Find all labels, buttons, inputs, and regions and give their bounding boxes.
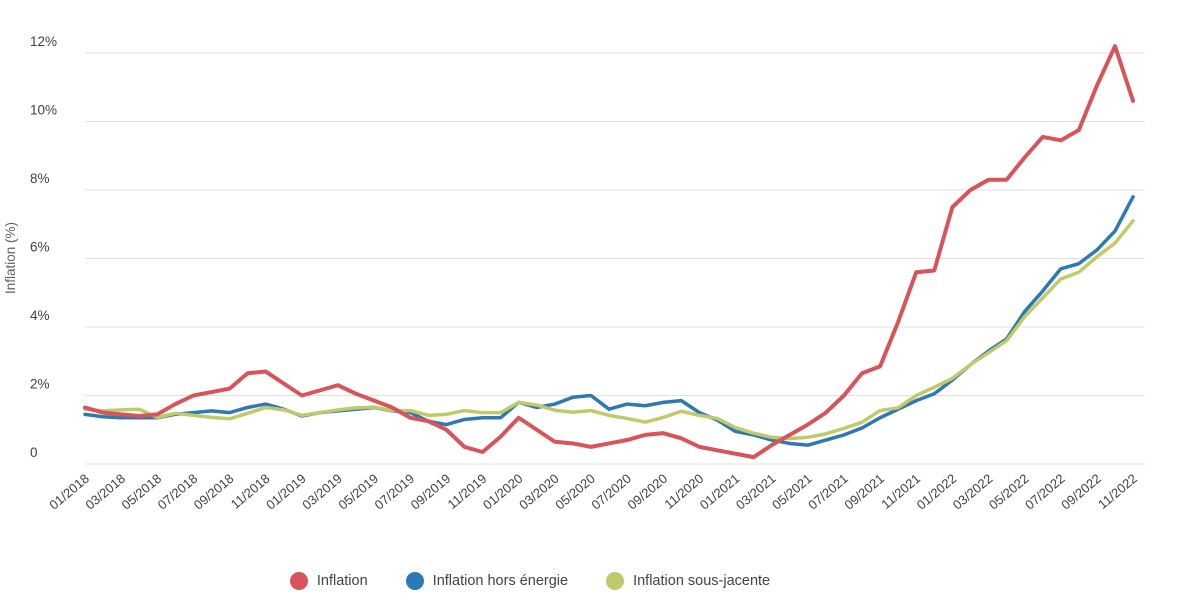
x-tick-label: 05/2019: [335, 471, 381, 513]
legend-label-inflation: Inflation: [316, 573, 368, 589]
x-tick-label: 01/2022: [914, 471, 960, 513]
x-tick-label: 03/2020: [516, 471, 562, 513]
x-tick-label: 09/2021: [841, 471, 887, 513]
x-tick-label: 09/2019: [408, 471, 454, 513]
series-lines: [83, 44, 1136, 460]
x-tick-label: 09/2020: [625, 471, 671, 513]
y-tick-label: 6%: [30, 240, 50, 255]
legend-label-inflation-sous-jacente: Inflation sous-jacente: [633, 573, 771, 589]
x-tick-label: 01/2021: [697, 471, 743, 513]
y-tick-label: 12%: [30, 34, 57, 49]
gridlines: [85, 52, 1145, 465]
x-tick-label: 05/2021: [769, 471, 815, 513]
x-tick-label: 03/2019: [299, 471, 345, 513]
y-tick-label: 0: [30, 445, 38, 460]
x-tick-label: 05/2020: [552, 471, 598, 513]
x-tick-label: 01/2018: [46, 471, 92, 513]
legend-label-inflation-hors-energie: Inflation hors énergie: [432, 573, 569, 589]
chart-legend: Inflation Inflation hors énergie Inflati…: [0, 572, 1060, 590]
x-tick-label: 05/2022: [986, 471, 1032, 513]
x-tick-label: 07/2018: [155, 471, 201, 513]
line-inflation[interactable]: [83, 44, 1136, 460]
x-tick-label: 09/2022: [1058, 471, 1104, 513]
x-tick-label: 03/2022: [950, 471, 996, 513]
y-tick-label: 10%: [30, 103, 57, 118]
x-tick-label: 01/2019: [263, 471, 309, 513]
legend-dot-inflation-hors-energie: [405, 572, 424, 590]
x-tick-label: 03/2018: [82, 471, 128, 513]
legend-item-inflation-hors-energie[interactable]: Inflation hors énergie: [405, 572, 569, 590]
x-tick-label: 01/2020: [480, 471, 526, 513]
line-inflation-sous-jacente[interactable]: [83, 219, 1135, 441]
y-tick-label: 2%: [30, 377, 50, 392]
x-tick-label: 11/2022: [1095, 471, 1140, 512]
y-tick-label: 4%: [30, 308, 50, 323]
x-tick-label: 05/2018: [119, 471, 165, 513]
x-tick-label: 07/2020: [588, 471, 634, 513]
y-axis-title: Inflation (%): [3, 222, 18, 294]
line-inflation-hors-energie[interactable]: [83, 195, 1135, 447]
y-axis-tick-labels: 0 2% 4% 6% 8% 10% 12%: [30, 34, 57, 460]
legend-item-inflation-sous-jacente[interactable]: Inflation sous-jacente: [606, 572, 770, 590]
x-tick-label: 07/2019: [372, 471, 418, 513]
y-tick-label: 8%: [30, 171, 50, 186]
x-tick-label: 09/2018: [191, 471, 237, 513]
legend-dot-inflation-sous-jacente: [606, 572, 625, 590]
x-tick-label: 07/2021: [805, 471, 851, 513]
legend-item-inflation[interactable]: Inflation: [289, 572, 368, 590]
x-tick-label: 03/2021: [733, 471, 779, 513]
x-tick-label: 07/2022: [1022, 471, 1068, 513]
legend-dot-inflation: [289, 572, 308, 590]
